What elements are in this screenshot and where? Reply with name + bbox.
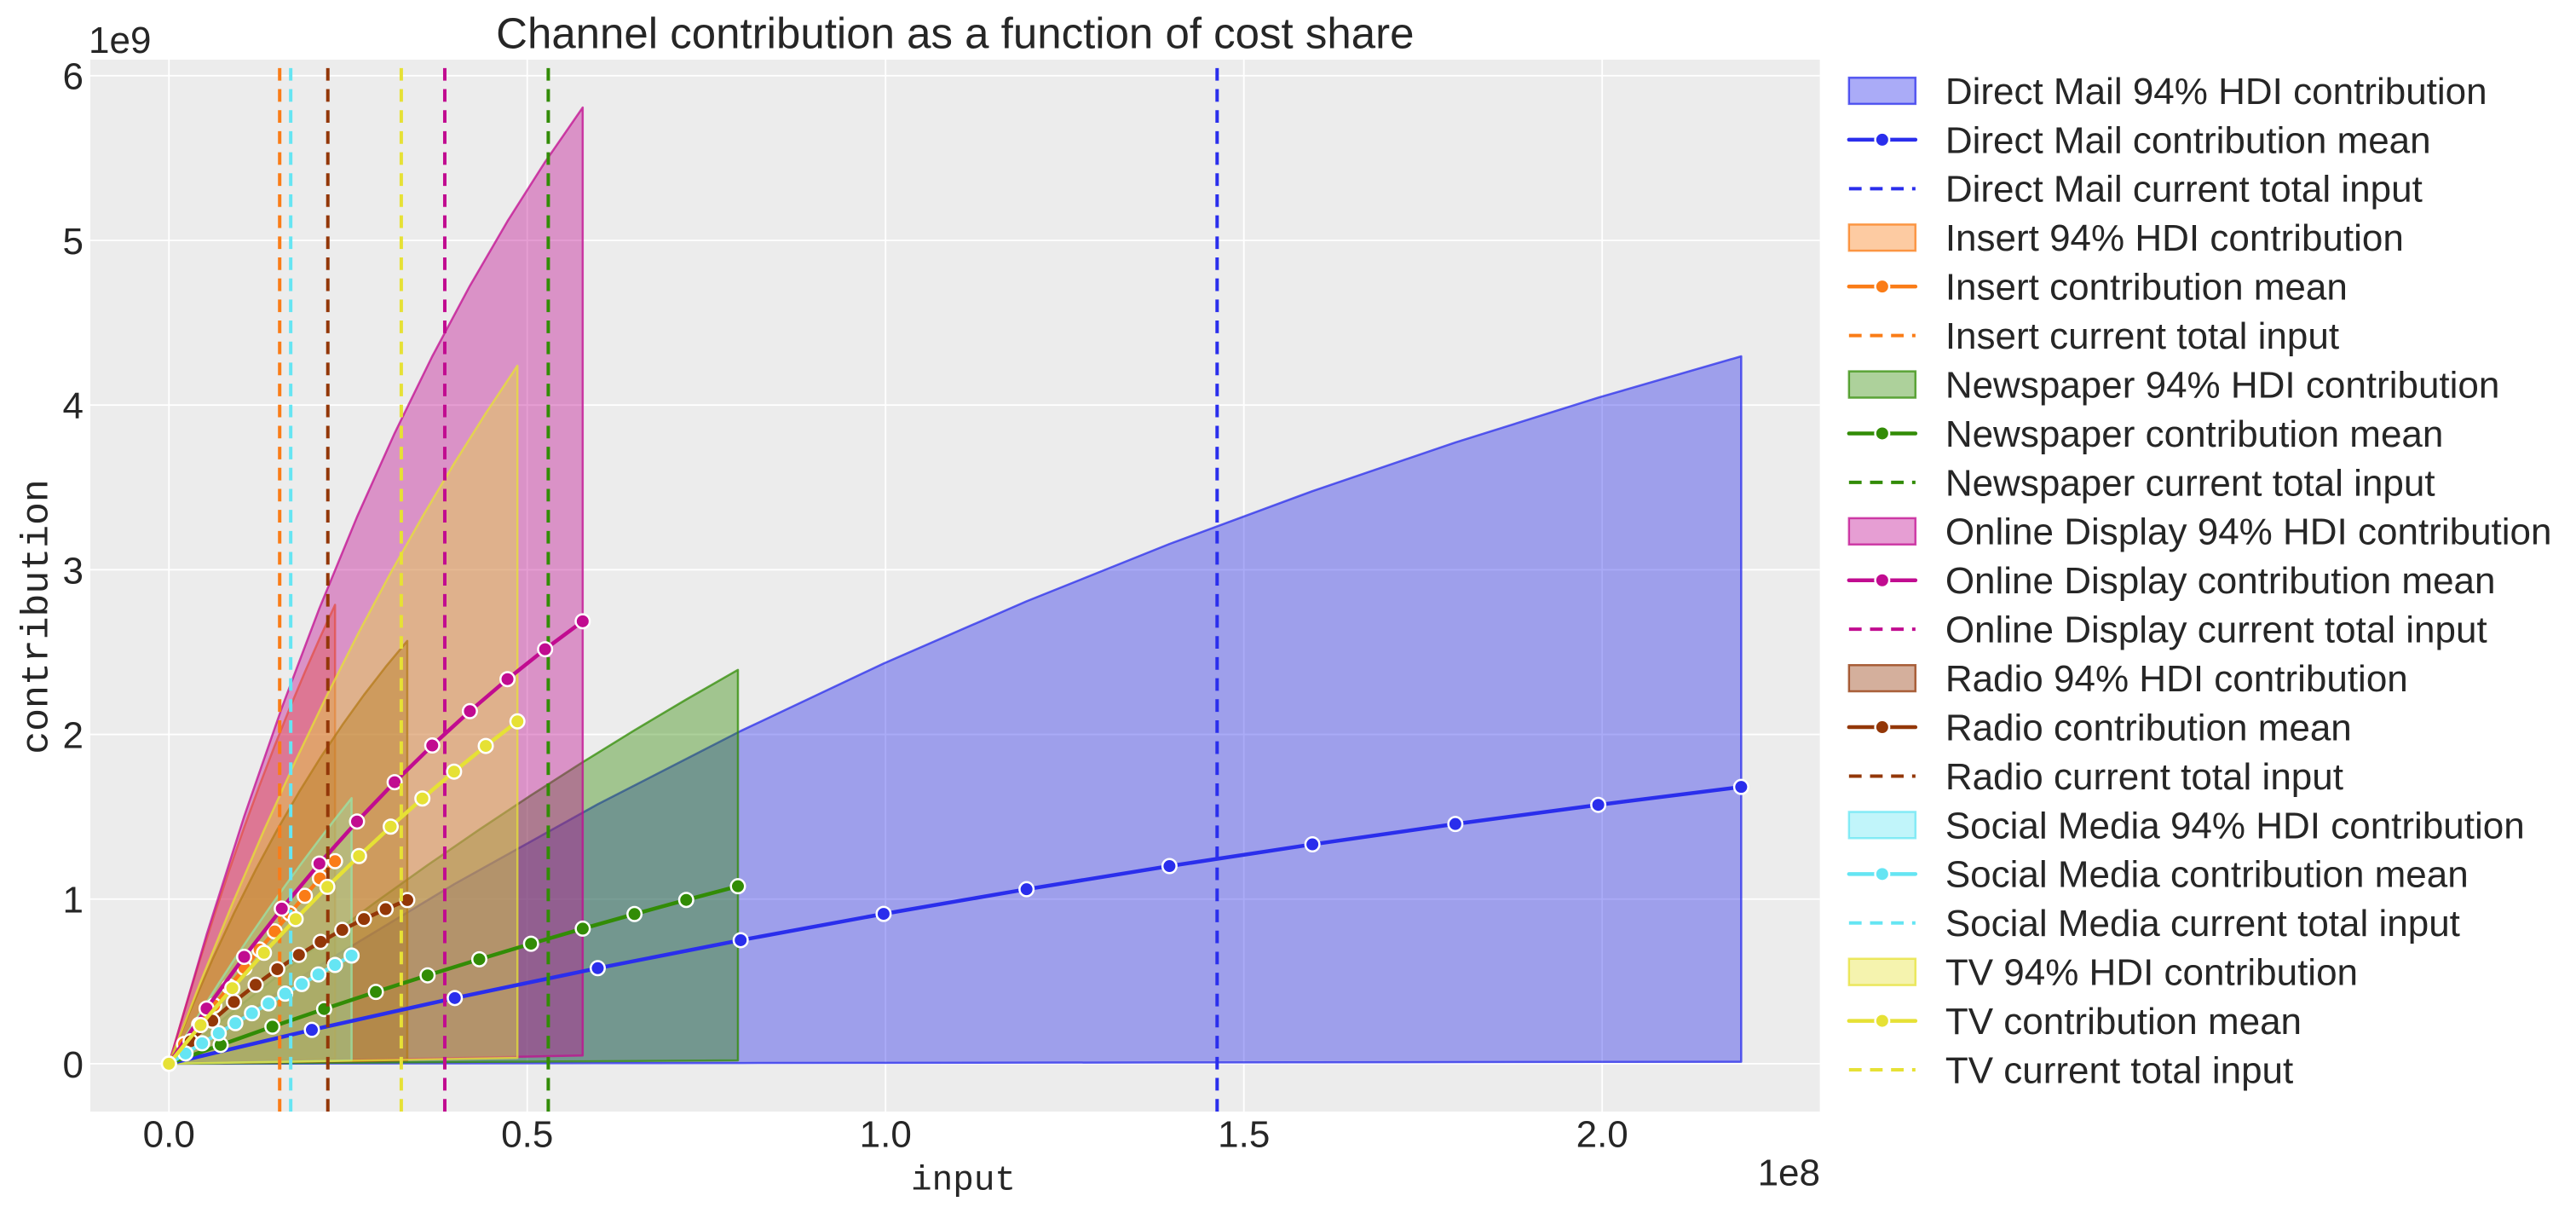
svg-text:2: 2 xyxy=(63,714,84,756)
svg-text:Newspaper 94% HDI contribution: Newspaper 94% HDI contribution xyxy=(1945,364,2500,406)
svg-text:5: 5 xyxy=(63,221,84,263)
svg-text:Social Media current total inp: Social Media current total input xyxy=(1945,903,2460,944)
svg-text:TV current total input: TV current total input xyxy=(1945,1049,2293,1091)
svg-text:2.0: 2.0 xyxy=(1576,1113,1628,1155)
svg-text:Radio current total input: Radio current total input xyxy=(1945,756,2343,798)
svg-text:0.0: 0.0 xyxy=(143,1113,195,1155)
svg-text:input: input xyxy=(911,1162,1016,1201)
svg-text:Online Display contribution me: Online Display contribution mean xyxy=(1945,560,2496,602)
svg-text:0: 0 xyxy=(63,1044,84,1086)
svg-text:Channel contribution as a func: Channel contribution as a function of co… xyxy=(496,9,1414,58)
svg-text:Insert contribution mean: Insert contribution mean xyxy=(1945,267,2348,309)
svg-text:Online Display current total i: Online Display current total input xyxy=(1945,609,2487,651)
svg-text:Direct Mail contribution mean: Direct Mail contribution mean xyxy=(1945,119,2431,161)
svg-text:1e8: 1e8 xyxy=(1758,1152,1820,1194)
svg-text:4: 4 xyxy=(63,385,84,427)
svg-text:Insert 94% HDI contribution: Insert 94% HDI contribution xyxy=(1945,217,2404,259)
svg-text:Radio contribution mean: Radio contribution mean xyxy=(1945,707,2352,748)
svg-text:Insert current total input: Insert current total input xyxy=(1945,315,2339,357)
svg-text:Online Display 94% HDI contrib: Online Display 94% HDI contribution xyxy=(1945,511,2552,553)
svg-text:1e9: 1e9 xyxy=(89,20,151,61)
svg-text:Social Media 94% HDI contribut: Social Media 94% HDI contribution xyxy=(1945,805,2525,846)
svg-text:Newspaper current total input: Newspaper current total input xyxy=(1945,462,2435,504)
svg-text:Direct Mail current total inpu: Direct Mail current total input xyxy=(1945,169,2423,211)
svg-text:contribution: contribution xyxy=(17,479,60,754)
svg-text:Newspaper contribution mean: Newspaper contribution mean xyxy=(1945,413,2444,455)
svg-text:Social Media contribution mean: Social Media contribution mean xyxy=(1945,854,2469,896)
svg-text:1.5: 1.5 xyxy=(1218,1113,1270,1155)
svg-text:TV contribution mean: TV contribution mean xyxy=(1945,1001,2302,1043)
svg-text:1.0: 1.0 xyxy=(860,1113,912,1155)
svg-text:1: 1 xyxy=(63,880,84,921)
svg-text:3: 3 xyxy=(63,550,84,592)
svg-text:6: 6 xyxy=(63,56,84,98)
svg-text:Direct Mail 94% HDI contributi: Direct Mail 94% HDI contribution xyxy=(1945,71,2487,113)
svg-text:0.5: 0.5 xyxy=(501,1113,553,1155)
svg-text:Radio 94% HDI contribution: Radio 94% HDI contribution xyxy=(1945,658,2408,700)
svg-text:TV 94% HDI contribution: TV 94% HDI contribution xyxy=(1945,952,2358,994)
